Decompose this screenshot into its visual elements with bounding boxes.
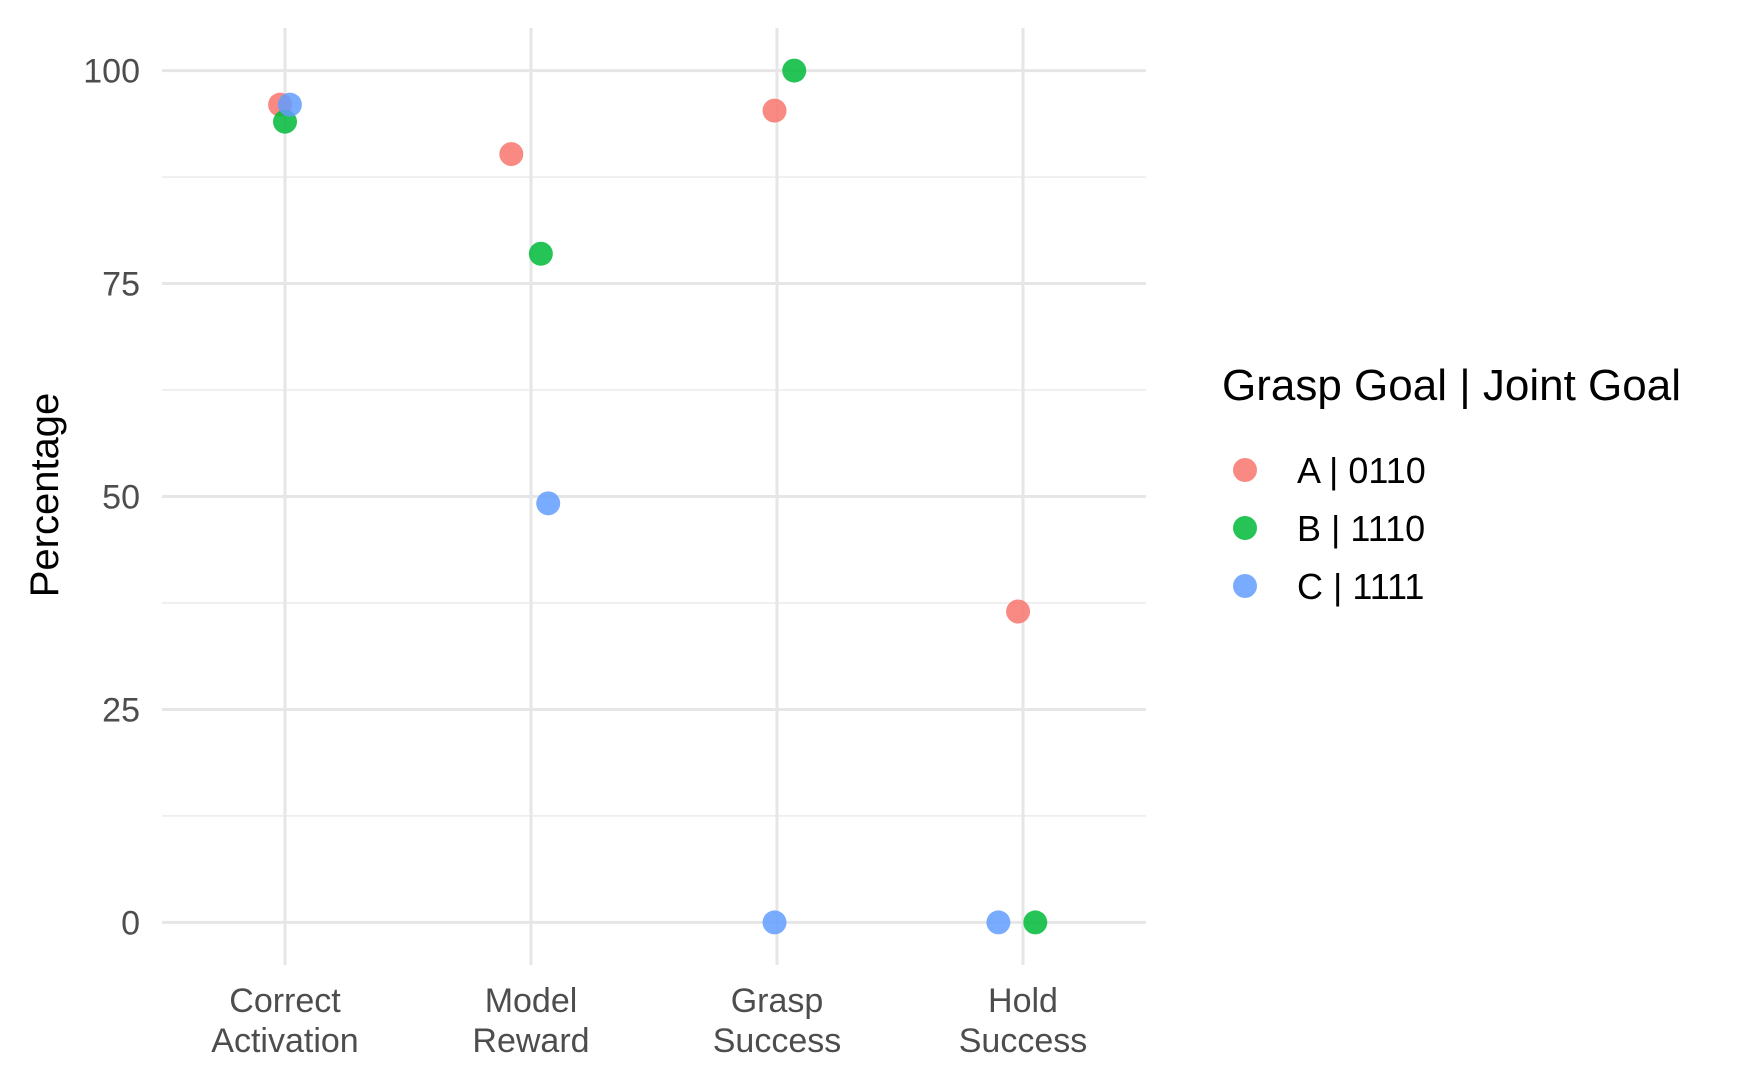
x-tick-label: Correct Activation — [211, 982, 358, 1060]
data-point — [782, 58, 807, 83]
legend-key — [1233, 574, 1257, 598]
legend-key — [1233, 516, 1257, 540]
x-tick-label: Grasp Success — [713, 982, 842, 1060]
data-point — [536, 491, 561, 516]
y-tick-label: 0 — [121, 904, 140, 942]
x-tick-label: Model Reward — [472, 982, 589, 1060]
data-points — [268, 58, 1048, 935]
y-tick-label: 25 — [102, 691, 140, 729]
y-tick-label: 100 — [83, 53, 140, 91]
x-axis-ticks: Correct Activation Model Reward Grasp Success… — [211, 982, 1087, 1060]
data-point — [762, 98, 787, 123]
grid — [162, 28, 1146, 965]
legend: Grasp Goal | Joint Goal A | 0110 B | 1110… — [1222, 361, 1681, 607]
legend-label: B | 1110 — [1297, 508, 1425, 549]
data-point — [528, 241, 553, 266]
legend-key — [1233, 458, 1257, 482]
x-tick-label: Hold Success — [959, 982, 1088, 1060]
y-tick-label: 75 — [102, 266, 140, 304]
data-point — [762, 910, 787, 935]
y-axis-ticks: 0 25 50 75 100 — [83, 53, 140, 943]
legend-title: Grasp Goal | Joint Goal — [1222, 361, 1681, 410]
data-point — [986, 910, 1011, 935]
y-axis-title: Percentage — [23, 393, 67, 598]
data-point — [277, 92, 302, 117]
y-tick-label: 50 — [102, 479, 140, 517]
legend-items: A | 0110 B | 1110 C | 1111 — [1233, 450, 1426, 607]
legend-label: A | 0110 — [1297, 450, 1426, 491]
data-point — [499, 142, 524, 167]
data-point — [1006, 599, 1031, 624]
legend-label: C | 1111 — [1297, 566, 1424, 607]
data-point — [1023, 910, 1048, 935]
